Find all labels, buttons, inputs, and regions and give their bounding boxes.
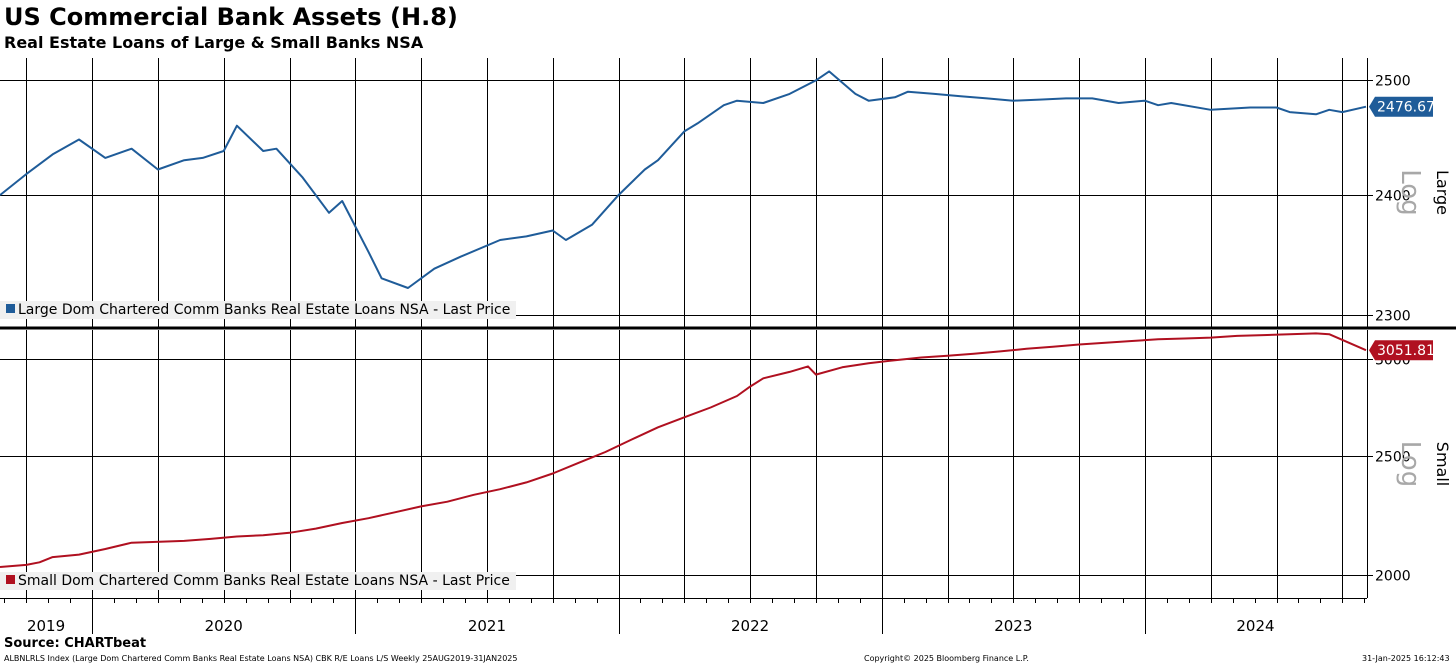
x-year-label: 2021: [468, 617, 506, 635]
last-value-label: 3051.81: [1377, 343, 1435, 359]
y-tick-label: 2500: [1375, 74, 1411, 90]
series-line-large: [0, 70, 1367, 289]
ticker-line: ALBNLRLS Index (Large Dom Chartered Comm…: [4, 654, 518, 663]
timestamp: 31-Jan-2025 16:12:43: [1362, 654, 1450, 663]
source-label: Source: CHARTbeat: [4, 636, 147, 651]
last-value-label: 2476.67: [1377, 100, 1435, 116]
x-year-label: 2019: [27, 617, 65, 635]
scale-label: Log: [1395, 441, 1425, 487]
y-tick-label: 2000: [1375, 569, 1411, 585]
x-year-label: 2020: [205, 617, 243, 635]
legend-large: Large Dom Chartered Comm Banks Real Esta…: [0, 301, 517, 319]
legend-large-swatch: [6, 304, 15, 313]
last-value-marker-small: 3051.81: [1369, 340, 1435, 361]
last-value-marker-large: 2476.67: [1369, 96, 1435, 117]
chart-subtitle: Real Estate Loans of Large & Small Banks…: [4, 33, 424, 52]
y-tick-label: 2300: [1375, 309, 1411, 325]
last-value-box: [1369, 340, 1433, 361]
series-line-small: [0, 332, 1367, 568]
copyright: Copyright© 2025 Bloomberg Finance L.P.: [864, 654, 1029, 663]
last-value-box: [1369, 96, 1433, 117]
legend-small-swatch: [6, 575, 15, 584]
legend-small-label: Small Dom Chartered Comm Banks Real Esta…: [18, 573, 510, 589]
scale-label: Log: [1395, 169, 1425, 215]
x-year-label: 2024: [1236, 617, 1274, 635]
legend-small: Small Dom Chartered Comm Banks Real Esta…: [0, 572, 516, 590]
y-axis-title: Large: [1433, 170, 1452, 215]
x-year-label: 2022: [731, 617, 769, 635]
y-tick-label: 2500: [1375, 450, 1411, 466]
x-year-label: 2023: [994, 617, 1032, 635]
y-axis-title: Small: [1433, 442, 1452, 486]
y-tick-label: 2400: [1375, 189, 1411, 205]
legend-large-label: Large Dom Chartered Comm Banks Real Esta…: [18, 302, 511, 318]
chart-title: US Commercial Bank Assets (H.8): [4, 3, 458, 31]
